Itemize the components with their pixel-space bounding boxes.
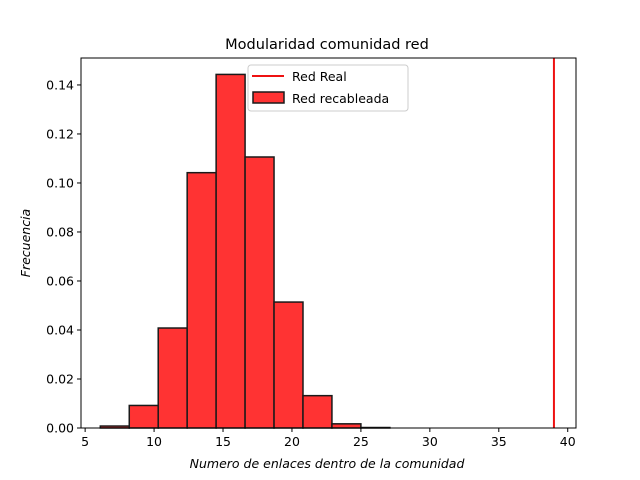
- histogram-bar-8: [331, 423, 362, 429]
- y-tick-label: 0.06: [46, 273, 74, 288]
- x-tick-label: 40: [560, 434, 576, 449]
- histogram-bar-2: [157, 327, 188, 429]
- y-axis-ticks: 0.00 0.02 0.04 0.06 0.08 0.10 0.12 0.14: [46, 77, 81, 436]
- y-tick-label: 0.02: [46, 371, 74, 386]
- y-tick-label: 0.14: [46, 77, 74, 92]
- plot-frame: [80, 57, 577, 429]
- legend-patch-swatch: [252, 91, 285, 104]
- histogram-bars: [99, 73, 391, 429]
- chart-title: Modularidad comunidad red: [225, 37, 429, 53]
- x-tick-label: 20: [284, 434, 300, 449]
- legend-label-red-recableada: Red recableada: [292, 91, 389, 106]
- x-axis-label: Numero de enlaces dentro de la comunidad: [190, 456, 465, 471]
- legend-label-red-real: Red Real: [292, 69, 347, 84]
- y-tick-label: 0.04: [46, 322, 74, 337]
- histogram-bar-6: [273, 301, 304, 429]
- x-tick-label: 30: [422, 434, 438, 449]
- histogram-bar-7: [302, 394, 333, 429]
- y-tick-label: 0.08: [46, 224, 74, 239]
- x-tick-label: 25: [353, 434, 369, 449]
- legend-box: [247, 64, 409, 112]
- y-axis-label: Frecuencia: [18, 209, 33, 277]
- legend: Red Real Red recableada: [247, 64, 409, 112]
- histogram-bar-5: [244, 156, 275, 429]
- y-tick-label: 0.00: [46, 421, 74, 436]
- x-tick-label: 15: [215, 434, 231, 449]
- x-axis-ticks: 5 10 15 20 25 30 35 40: [81, 428, 576, 449]
- y-tick-label: 0.12: [46, 126, 74, 141]
- x-tick-label: 5: [81, 434, 89, 449]
- y-tick-label: 0.10: [46, 175, 74, 190]
- histogram-bar-4: [215, 73, 246, 429]
- histogram-bar-1: [128, 404, 159, 429]
- x-tick-label: 10: [146, 434, 162, 449]
- x-tick-label: 35: [491, 434, 507, 449]
- histogram-bar-3: [186, 171, 217, 429]
